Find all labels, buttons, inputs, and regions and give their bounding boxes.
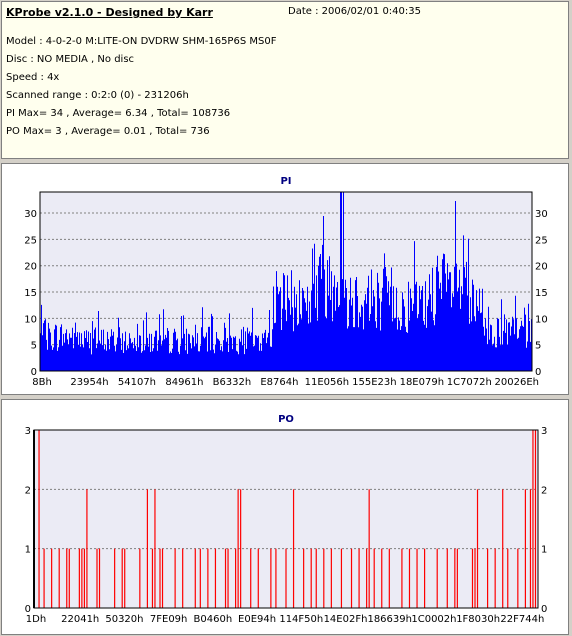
x-tick-label: B6332h xyxy=(213,377,252,388)
po-summary-line: PO Max= 3 , Average= 0.01 , Total= 736 xyxy=(6,126,210,137)
x-tick-label: E8764h xyxy=(260,377,298,388)
y-tick-label-left: 25 xyxy=(24,235,37,246)
speed-line: Speed : 4x xyxy=(6,72,60,83)
x-tick-label: 20026Eh xyxy=(495,377,539,388)
y-tick-label-left: 1 xyxy=(25,545,31,556)
x-tick-label: 50320h xyxy=(105,614,143,625)
y-tick-label-right: 10 xyxy=(535,314,548,325)
disc-line: Disc : NO MEDIA , No disc xyxy=(6,54,135,65)
x-tick-label: 23954h xyxy=(70,377,108,388)
x-tick-label: 7FE09h xyxy=(150,614,188,625)
scanned-range-line: Scanned range : 0:2:0 (0) - 231206h xyxy=(6,90,189,101)
x-tick-label: 1C0002h xyxy=(411,614,456,625)
x-tick-label: 186639h xyxy=(367,614,412,625)
plot-border xyxy=(39,191,533,372)
scan-date: Date : 2006/02/01 0:40:35 xyxy=(288,6,421,17)
y-tick-label-right: 20 xyxy=(535,262,548,273)
y-tick-label-left: 0 xyxy=(31,367,37,378)
x-tick-label: 114F50h xyxy=(279,614,323,625)
y-tick-label-right: 30 xyxy=(535,209,548,220)
pi-summary-line: PI Max= 34 , Average= 6.34 , Total= 1087… xyxy=(6,108,231,119)
x-tick-label: 18E079h xyxy=(400,377,444,388)
x-tick-label: 1Dh xyxy=(26,614,46,625)
po-chart-panel: 0 0 1 1 2 2 3 3 1Dh 22041h 50320h 7FE09h B0460h E0E94… xyxy=(1,399,569,635)
po-chart: 0 0 1 1 2 2 3 3 1Dh 22041h 50320h 7FE09h B0460h E0E94… xyxy=(25,414,548,625)
x-tick-label: 54107h xyxy=(118,377,156,388)
y-tick-label-right: 1 xyxy=(541,545,547,556)
pi-chart-panel: 0 0 5 5 10 10 15 15 20 20 25 25 30 30 8Bh 23954h 54107h 8… xyxy=(1,163,569,395)
y-tick-label-left: 15 xyxy=(24,288,37,299)
x-tick-label: 22041h xyxy=(61,614,99,625)
y-tick-label-left: 5 xyxy=(31,341,37,352)
y-tick-label-left: 3 xyxy=(25,426,31,437)
y-tick-label-left: 10 xyxy=(24,314,37,325)
plot-border xyxy=(33,429,539,609)
y-tick-label-left: 30 xyxy=(24,209,37,220)
y-tick-label-right: 15 xyxy=(535,288,548,299)
x-tick-label: 8Bh xyxy=(32,377,52,388)
chart-title: PO xyxy=(278,414,294,425)
y-tick-label-right: 5 xyxy=(535,341,541,352)
y-tick-label-left: 2 xyxy=(25,485,31,496)
y-tick-label-left: 0 xyxy=(25,604,31,615)
pi-chart: 0 0 5 5 10 10 15 15 20 20 25 25 30 30 8Bh 23954h 54107h 8… xyxy=(24,176,548,388)
x-tick-label: 1C7072h xyxy=(447,377,492,388)
x-tick-label: E0E94h xyxy=(238,614,276,625)
y-tick-label-right: 3 xyxy=(541,426,547,437)
x-tick-label: B0460h xyxy=(194,614,233,625)
x-tick-label: 1F8030h xyxy=(456,614,500,625)
info-panel: KProbe v2.1.0 - Designed by Karr Date : … xyxy=(1,1,569,159)
y-tick-label-left: 20 xyxy=(24,262,37,273)
chart-title: PI xyxy=(280,176,291,187)
y-tick-label-right: 0 xyxy=(535,367,541,378)
x-tick-label: 22F744h xyxy=(500,614,544,625)
y-tick-label-right: 2 xyxy=(541,485,547,496)
app-title: KProbe v2.1.0 - Designed by Karr xyxy=(6,6,213,19)
y-tick-label-right: 25 xyxy=(535,235,548,246)
y-tick-label-right: 0 xyxy=(541,604,547,615)
x-tick-label: 84961h xyxy=(165,377,203,388)
x-tick-label: 155E23h xyxy=(352,377,396,388)
model-line: Model : 4-0-2-0 M:LITE-ON DVDRW SHM-165P… xyxy=(6,36,277,47)
x-tick-label: 14E02Fh xyxy=(324,614,368,625)
x-tick-label: 11E056h xyxy=(305,377,349,388)
